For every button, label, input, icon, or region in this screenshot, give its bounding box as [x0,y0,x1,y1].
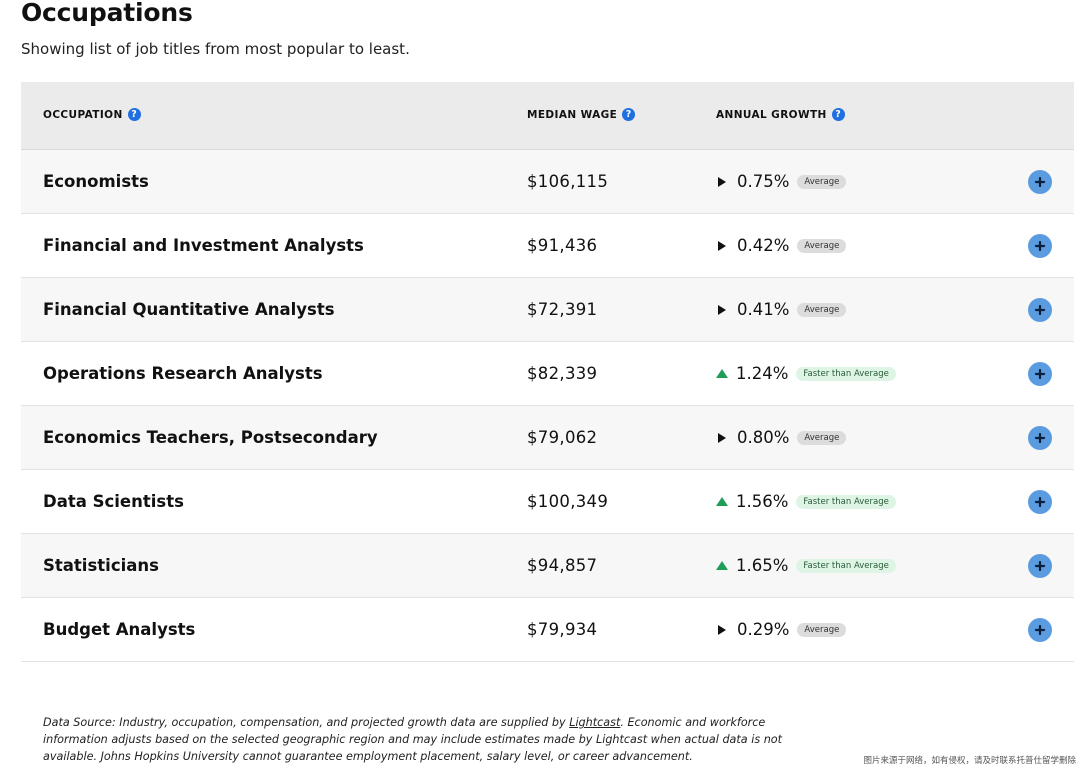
table-row: Economists $106,115 0.75% Average [21,150,1074,214]
growth-badge: Faster than Average [796,366,896,381]
plus-icon [1035,625,1045,635]
column-header-label: ANNUAL GROWTH [716,108,827,121]
expand-row-button[interactable] [1028,426,1052,450]
footer-text-before: Data Source: Industry, occupation, compe… [43,716,570,729]
table-header: OCCUPATION ? MEDIAN WAGE ? ANNUAL GROWTH… [21,82,1074,150]
expand-row-button[interactable] [1028,234,1052,258]
table-row: Operations Research Analysts $82,339 1.24%… [21,342,1074,406]
growth-percent: 0.75% [737,172,790,191]
table-row: Budget Analysts $79,934 0.29% Average [21,598,1074,662]
triangle-up-icon [716,561,728,570]
median-wage-value: $91,436 [527,236,598,255]
triangle-up-icon [716,497,728,506]
median-wage-value: $94,857 [527,556,598,575]
annual-growth-cell: 0.41% Average [716,278,847,341]
plus-icon [1035,241,1045,251]
annual-growth-cell: 1.24% Faster than Average [716,342,896,405]
annual-growth-cell: 1.65% Faster than Average [716,534,896,597]
annual-growth-cell: 1.56% Faster than Average [716,470,896,533]
median-wage-value: $82,339 [527,364,598,383]
occupation-title[interactable]: Budget Analysts [43,620,196,639]
growth-badge: Average [797,430,847,445]
help-icon[interactable]: ? [622,108,636,121]
table-row: Statisticians $94,857 1.65% Faster than Ave… [21,534,1074,598]
triangle-up-icon [716,369,728,378]
growth-badge: Average [797,174,847,189]
table-body: Economists $106,115 0.75% Average Financial … [21,150,1074,662]
plus-icon [1035,177,1045,187]
annual-growth-cell: 0.75% Average [716,150,847,213]
expand-row-button[interactable] [1028,362,1052,386]
triangle-right-icon [718,304,726,315]
growth-badge: Average [797,302,847,317]
occupation-title[interactable]: Economists [43,172,149,191]
plus-icon [1035,561,1045,571]
triangle-right-icon [718,240,726,251]
plus-icon [1035,305,1045,315]
page-subtitle: Showing list of job titles from most pop… [21,40,410,58]
expand-row-button[interactable] [1028,490,1052,514]
occupation-title[interactable]: Data Scientists [43,492,184,511]
triangle-right-icon [718,176,726,187]
lightcast-link[interactable]: Lightcast [569,716,621,729]
triangle-right-icon [718,432,726,443]
table-row: Financial and Investment Analysts $91,436… [21,214,1074,278]
table-row: Financial Quantitative Analysts $72,391 0.… [21,278,1074,342]
growth-percent: 0.42% [737,236,790,255]
column-header-median-wage: MEDIAN WAGE ? [527,108,636,121]
plus-icon [1035,369,1045,379]
column-header-annual-growth: ANNUAL GROWTH ? [716,108,845,121]
occupations-table: OCCUPATION ? MEDIAN WAGE ? ANNUAL GROWTH… [21,82,1074,662]
expand-row-button[interactable] [1028,554,1052,578]
growth-percent: 1.65% [736,556,789,575]
column-header-label: OCCUPATION [43,108,123,121]
median-wage-value: $100,349 [527,492,609,511]
growth-percent: 0.41% [737,300,790,319]
growth-badge: Average [797,622,847,637]
growth-percent: 1.24% [736,364,789,383]
footer-text-after: . Economic and workforce information adj… [43,716,783,763]
occupation-title[interactable]: Economics Teachers, Postsecondary [43,428,378,447]
annual-growth-cell: 0.29% Average [716,598,847,661]
watermark-text: 图片来源于网络，如有侵权，请及时联系托普仕留学删除 [863,756,1076,766]
occupation-title[interactable]: Financial Quantitative Analysts [43,300,335,319]
table-row: Economics Teachers, Postsecondary $79,062… [21,406,1074,470]
triangle-right-icon [718,624,726,635]
page-title: Occupations [21,0,193,27]
help-icon[interactable]: ? [831,108,845,121]
column-header-label: MEDIAN WAGE [527,108,618,121]
growth-badge: Average [797,238,847,253]
annual-growth-cell: 0.80% Average [716,406,847,469]
occupation-title[interactable]: Operations Research Analysts [43,364,323,383]
median-wage-value: $106,115 [527,172,609,191]
help-icon[interactable]: ? [127,108,141,121]
occupation-title[interactable]: Statisticians [43,556,159,575]
expand-row-button[interactable] [1028,298,1052,322]
plus-icon [1035,433,1045,443]
median-wage-value: $72,391 [527,300,598,319]
column-header-occupation: OCCUPATION ? [43,108,141,121]
occupation-title[interactable]: Financial and Investment Analysts [43,236,364,255]
data-source-note: Data Source: Industry, occupation, compe… [43,714,803,765]
plus-icon [1035,497,1045,507]
growth-percent: 1.56% [736,492,789,511]
median-wage-value: $79,934 [527,620,598,639]
growth-percent: 0.80% [737,428,790,447]
expand-row-button[interactable] [1028,170,1052,194]
growth-percent: 0.29% [737,620,790,639]
table-row: Data Scientists $100,349 1.56% Faster than … [21,470,1074,534]
growth-badge: Faster than Average [796,494,896,509]
median-wage-value: $79,062 [527,428,598,447]
growth-badge: Faster than Average [796,558,896,573]
annual-growth-cell: 0.42% Average [716,214,847,277]
expand-row-button[interactable] [1028,618,1052,642]
